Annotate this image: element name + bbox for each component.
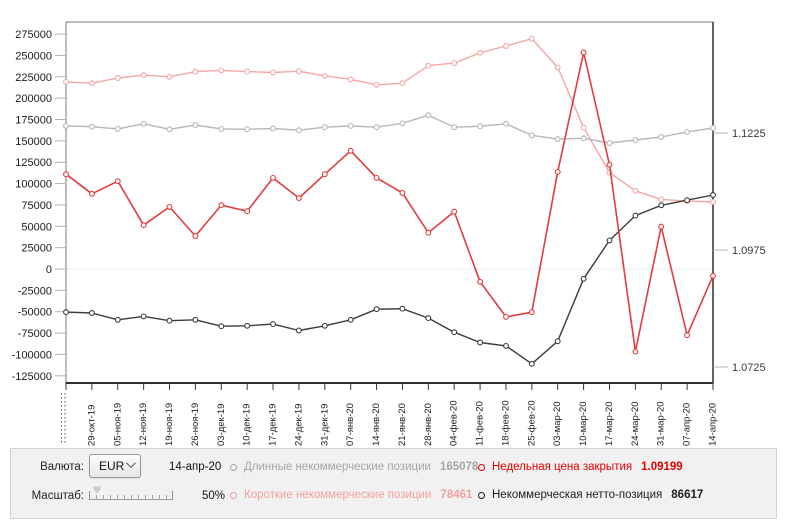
- scale-label: Масштаб:: [31, 490, 84, 502]
- cot-chart: 2750002500002250002000001750001500001250…: [12, 21, 766, 446]
- svg-text:17-дек-19: 17-дек-19: [268, 404, 279, 446]
- svg-text:0: 0: [46, 264, 52, 276]
- x-axis: 29-окт-19 05-ноя-19 12-ноя-19 19-ноя-19 26-н…: [61, 383, 719, 446]
- svg-text:31-дек-19: 31-дек-19: [319, 404, 330, 446]
- currency-select-value: EUR: [99, 459, 125, 473]
- svg-text:250000: 250000: [15, 50, 52, 62]
- svg-text:26-ноя-19: 26-ноя-19: [190, 403, 201, 446]
- legend-net-marker-icon: [478, 491, 485, 499]
- currency-label: Валюта:: [40, 461, 84, 473]
- legend-long-label: Длинные некоммерческие позиции: [244, 461, 431, 473]
- scale-slider[interactable]: [89, 487, 173, 502]
- svg-text:31-мар-20: 31-мар-20: [656, 401, 667, 446]
- svg-text:03-мар-20: 03-мар-20: [552, 401, 563, 446]
- series-weekly-close: [63, 49, 716, 355]
- svg-text:25-фев-20: 25-фев-20: [526, 400, 537, 446]
- svg-text:19-ноя-19: 19-ноя-19: [164, 403, 175, 446]
- svg-text:-100000: -100000: [12, 349, 52, 361]
- svg-text:1.1225: 1.1225: [732, 128, 766, 140]
- svg-text:18-фев-20: 18-фев-20: [500, 400, 511, 446]
- legend-weekly-close[interactable]: Недельная цена закрытия 1.09199: [478, 461, 683, 473]
- legend-net-value: 86617: [671, 489, 704, 501]
- svg-text:05-ноя-19: 05-ноя-19: [112, 403, 123, 446]
- legend-short-marker-icon: [230, 491, 237, 499]
- right-axis: 1.1225 1.0975 1.0725: [713, 128, 766, 374]
- legend-long-marker-icon: [230, 463, 237, 471]
- svg-text:200000: 200000: [15, 93, 52, 105]
- legend-net-position[interactable]: Некоммерческая нетто-позиция 86617: [478, 489, 703, 501]
- left-axis: 2750002500002250002000001750001500001250…: [12, 29, 66, 383]
- scale-value: 50%: [201, 490, 225, 502]
- svg-text:29-окт-19: 29-окт-19: [86, 405, 97, 446]
- svg-text:-75000: -75000: [18, 328, 52, 340]
- svg-text:175000: 175000: [15, 114, 52, 126]
- svg-text:07-янв-20: 07-янв-20: [345, 403, 356, 446]
- svg-text:03-дек-19: 03-дек-19: [216, 404, 227, 446]
- svg-text:225000: 225000: [15, 72, 52, 84]
- svg-text:14-янв-20: 14-янв-20: [371, 403, 382, 446]
- legend-long-positions[interactable]: Длинные некоммерческие позиции 165078: [230, 461, 478, 473]
- svg-text:14-апр-20: 14-апр-20: [708, 403, 719, 446]
- svg-text:-125000: -125000: [12, 371, 52, 383]
- legend-short-label: Короткие некоммерческие позиции: [244, 489, 432, 501]
- legend-short-value: 78461: [440, 489, 473, 501]
- currency-select[interactable]: EUR: [89, 454, 141, 478]
- svg-text:24-дек-19: 24-дек-19: [293, 404, 304, 446]
- series-long-positions: [63, 112, 716, 146]
- svg-text:25000: 25000: [21, 243, 52, 255]
- legend-net-label: Некоммерческая нетто-позиция: [492, 489, 663, 501]
- legend-weekly-close-label: Недельная цена закрытия: [492, 461, 633, 473]
- svg-text:28-янв-20: 28-янв-20: [423, 403, 434, 446]
- svg-text:-25000: -25000: [18, 285, 52, 297]
- svg-text:1.0725: 1.0725: [732, 362, 766, 374]
- legend-long-value: 165078: [439, 461, 479, 473]
- slider-track[interactable]: [89, 491, 173, 500]
- svg-text:275000: 275000: [15, 29, 52, 41]
- legend-weekly-close-marker-icon: [478, 463, 485, 471]
- svg-text:10-дек-19: 10-дек-19: [242, 404, 253, 446]
- svg-text:75000: 75000: [21, 200, 52, 212]
- svg-text:-50000: -50000: [18, 307, 52, 319]
- chevron-down-icon: [125, 458, 136, 469]
- svg-text:1.0975: 1.0975: [732, 245, 766, 257]
- svg-text:24-мар-20: 24-мар-20: [630, 401, 641, 446]
- svg-text:10-мар-20: 10-мар-20: [578, 401, 589, 446]
- report-date: 14-апр-20: [169, 461, 222, 473]
- svg-text:50000: 50000: [21, 221, 52, 233]
- legend-weekly-close-value: 1.09199: [641, 461, 683, 473]
- control-panel: Валюта: EUR 14-апр-20 Длинные некоммерче…: [10, 448, 777, 519]
- svg-text:100000: 100000: [15, 179, 52, 191]
- svg-text:12-ноя-19: 12-ноя-19: [138, 403, 149, 446]
- svg-text:125000: 125000: [15, 157, 52, 169]
- svg-text:150000: 150000: [15, 136, 52, 148]
- svg-text:11-фев-20: 11-фев-20: [475, 401, 486, 446]
- legend-short-positions[interactable]: Короткие некоммерческие позиции 78461: [230, 489, 472, 501]
- svg-text:04-фев-20: 04-фев-20: [449, 400, 460, 446]
- series-short-positions: [63, 35, 716, 205]
- svg-text:07-апр-20: 07-апр-20: [682, 403, 693, 446]
- svg-text:17-мар-20: 17-мар-20: [604, 401, 615, 446]
- series-net-position: [63, 192, 716, 367]
- slider-thumb-icon[interactable]: [93, 487, 101, 493]
- svg-text:21-янв-20: 21-янв-20: [397, 403, 408, 446]
